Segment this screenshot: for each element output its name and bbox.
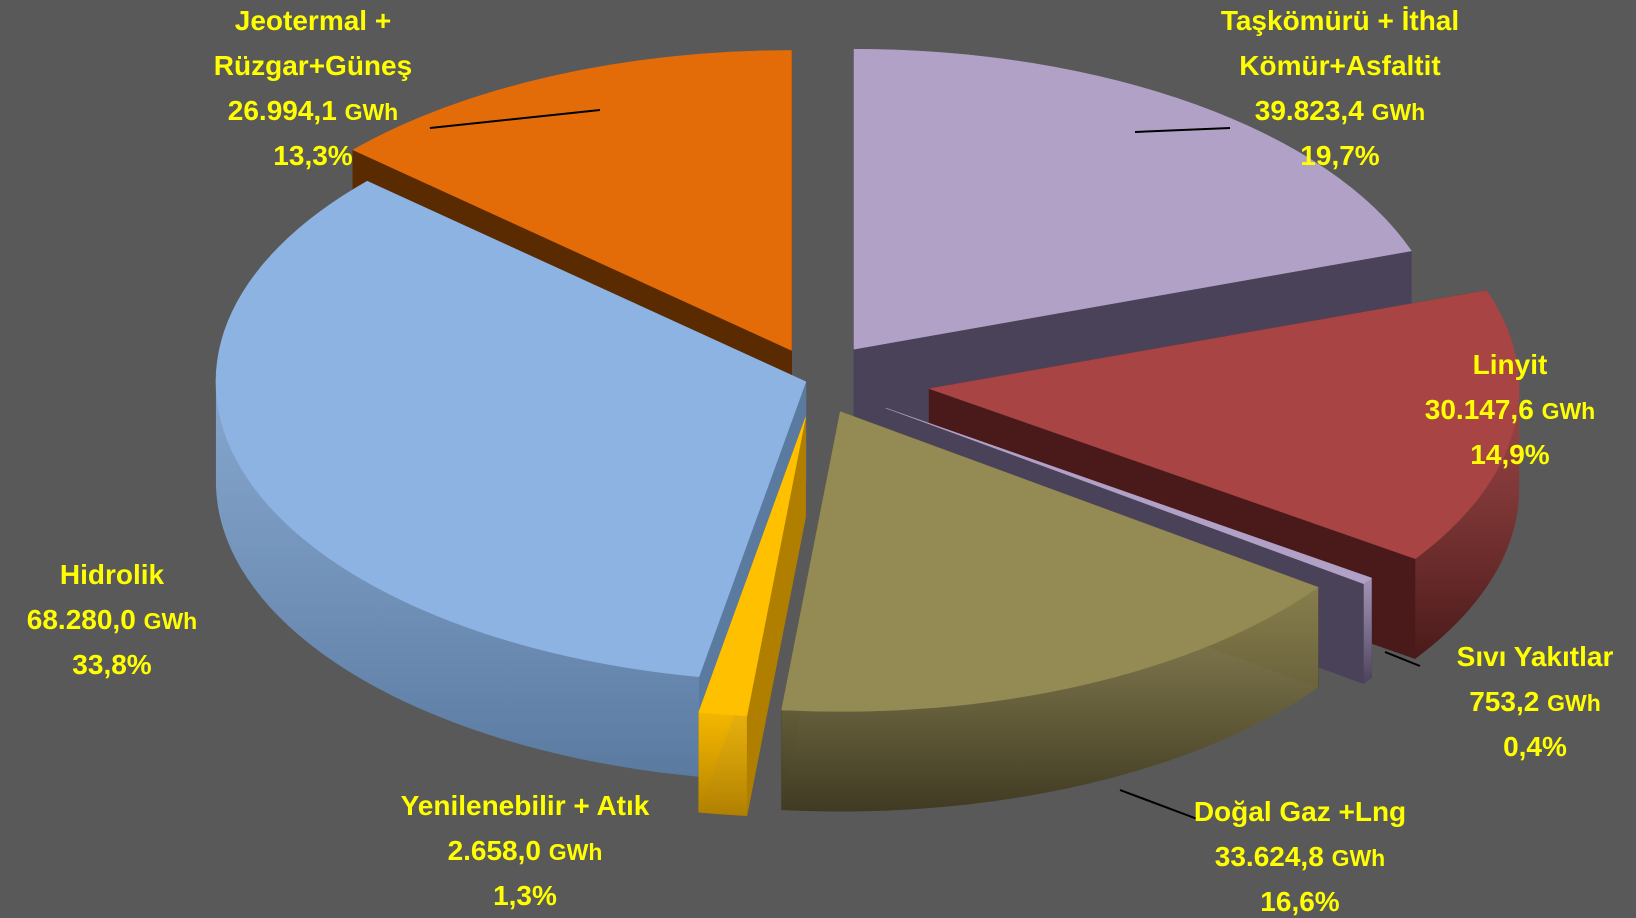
label-taskomuru-ithal-komur-asfaltit: Taşkömürü + İthal Kömür+Asfaltit 39.823,4 … [1221, 5, 1459, 171]
leader-line [1384, 651, 1421, 667]
slice-name: Kömür+Asfaltit [1239, 50, 1440, 81]
slice-name: Rüzgar+Güneş [214, 50, 412, 81]
value-number: 26.994,1 [228, 95, 345, 126]
slice-name: Doğal Gaz +Lng [1194, 796, 1406, 827]
slice-yenilenebilir-atik [698, 417, 806, 816]
label-yenilenebilir-atik: Yenilenebilir + Atık 2.658,0 GWh 1,3% [401, 790, 650, 911]
label-dogal-gaz-lng: Doğal Gaz +Lng 33.624,8 GWh 16,6% [1194, 796, 1406, 917]
slice-name: Jeotermal + [235, 5, 391, 36]
value-unit: GWh [1547, 690, 1601, 716]
leader-line [1119, 789, 1201, 821]
leader-lines [429, 109, 1421, 821]
slice-value: 2.658,0 GWh [448, 835, 603, 866]
value-unit: GWh [345, 99, 399, 125]
pie-slices [215, 48, 1520, 816]
label-hidrolik: Hidrolik 68.280,0 GWh 33,8% [27, 559, 197, 680]
value-unit: GWh [1372, 99, 1426, 125]
slice-percent: 33,8% [72, 649, 151, 680]
slice-name: Yenilenebilir + Atık [401, 790, 650, 821]
slice-percent: 16,6% [1260, 886, 1339, 917]
value-number: 2.658,0 [448, 835, 549, 866]
slice-labels: Taşkömürü + İthal Kömür+Asfaltit 39.823,4 … [27, 5, 1614, 917]
slice-percent: 13,3% [273, 140, 352, 171]
value-number: 30.147,6 [1425, 394, 1542, 425]
slice-name: Hidrolik [60, 559, 165, 590]
slice-percent: 19,7% [1300, 140, 1379, 171]
label-jeotermal-ruzgar-gunes: Jeotermal + Rüzgar+Güneş 26.994,1 GWh 13,3% [214, 5, 412, 171]
slice-name: Taşkömürü + İthal [1221, 5, 1459, 36]
slice-value: 39.823,4 GWh [1255, 95, 1425, 126]
value-unit: GWh [1542, 398, 1596, 424]
value-number: 753,2 [1469, 686, 1547, 717]
value-unit: GWh [1332, 845, 1386, 871]
slice-value: 753,2 GWh [1469, 686, 1601, 717]
label-sivi-yakitlar: Sıvı Yakıtlar 753,2 GWh 0,4% [1457, 641, 1614, 762]
slice-percent: 0,4% [1503, 731, 1567, 762]
leader-line [429, 109, 601, 129]
slice-value: 30.147,6 GWh [1425, 394, 1595, 425]
slice-name: Linyit [1473, 349, 1548, 380]
leader-line [1134, 127, 1231, 133]
slice-name: Sıvı Yakıtlar [1457, 641, 1614, 672]
slice-value: 68.280,0 GWh [27, 604, 197, 635]
value-number: 39.823,4 [1255, 95, 1372, 126]
label-linyit: Linyit 30.147,6 GWh 14,9% [1425, 349, 1595, 470]
slice-value: 33.624,8 GWh [1215, 841, 1385, 872]
value-unit: GWh [144, 608, 198, 634]
slice-percent: 14,9% [1470, 439, 1549, 470]
slice-percent: 1,3% [493, 880, 557, 911]
value-unit: GWh [549, 839, 603, 865]
slice-value: 26.994,1 GWh [228, 95, 398, 126]
value-number: 33.624,8 [1215, 841, 1332, 872]
value-number: 68.280,0 [27, 604, 144, 635]
slice-dogal-gaz-lng [781, 411, 1319, 812]
